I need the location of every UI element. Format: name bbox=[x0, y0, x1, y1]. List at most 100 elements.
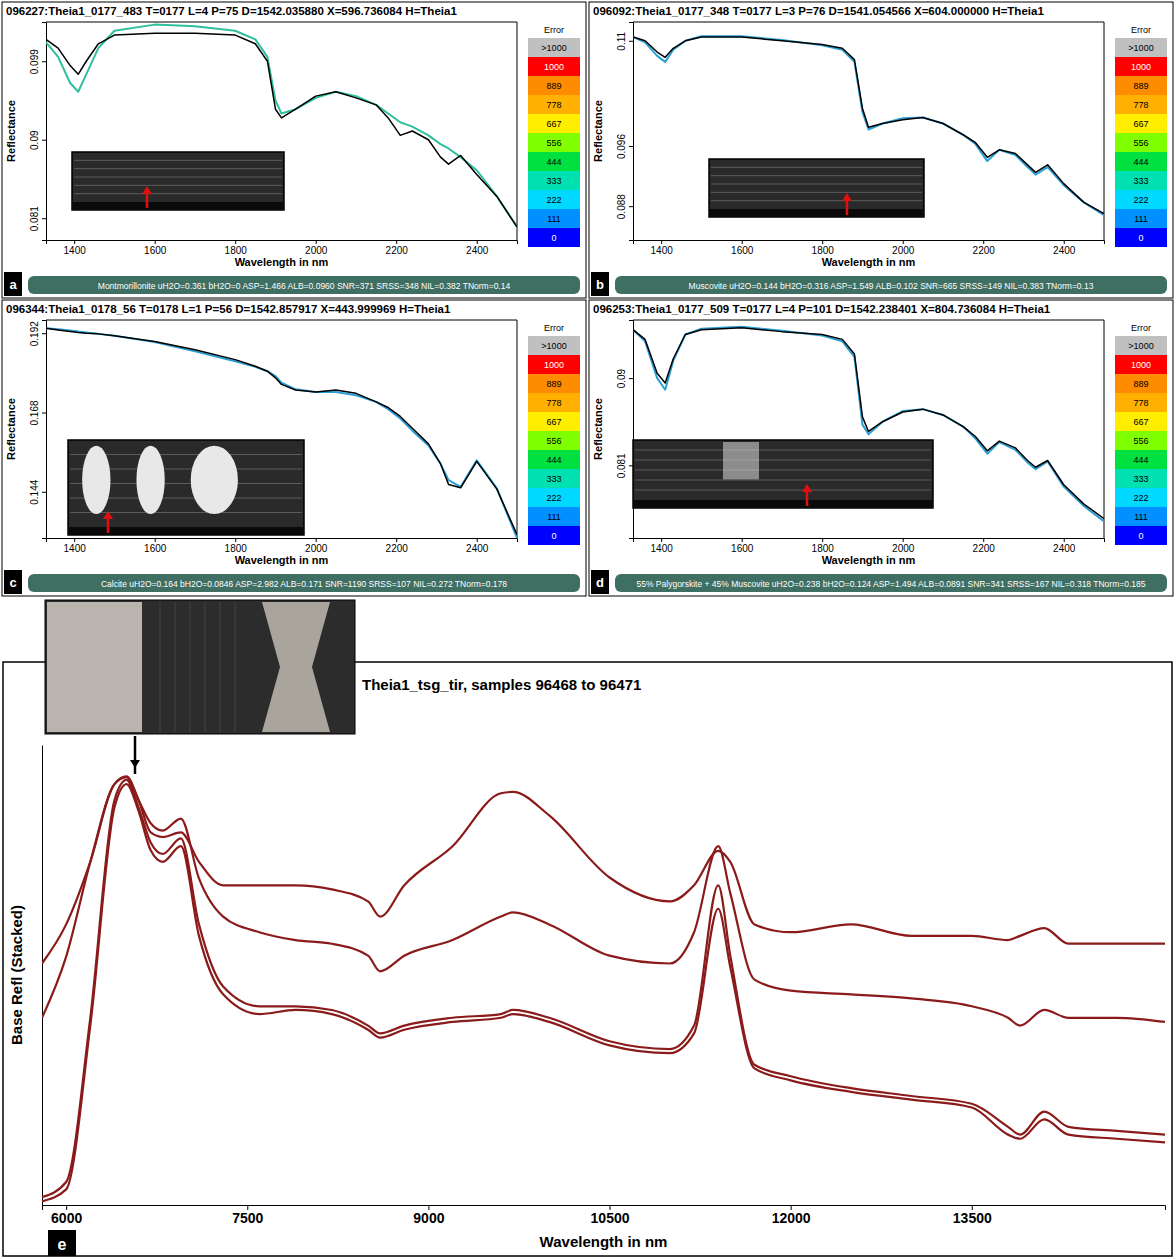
x-tick-label: 1800 bbox=[812, 543, 835, 554]
y-axis bbox=[42, 746, 43, 1206]
x-tick-mark bbox=[155, 240, 156, 244]
error-scale-swatch bbox=[1115, 393, 1167, 412]
plot-frame-right bbox=[517, 320, 518, 538]
error-scale-label: 444 bbox=[546, 157, 561, 167]
error-scale-swatch bbox=[1115, 507, 1167, 526]
core-clast bbox=[136, 446, 164, 514]
spectrum-line bbox=[42, 780, 1165, 1197]
panel-letter-box bbox=[4, 272, 22, 296]
error-scale-title: Error bbox=[1131, 25, 1151, 35]
error-scale-swatch bbox=[528, 507, 580, 526]
x-tick: 2200 bbox=[386, 538, 409, 554]
x-tick-label: 1400 bbox=[651, 543, 674, 554]
y-tick-label: 0.09 bbox=[616, 368, 627, 388]
error-scale-swatch bbox=[528, 374, 580, 393]
core-image bbox=[68, 440, 304, 535]
panel: 1400160018002000220024000.1440.1680.1920… bbox=[2, 300, 586, 596]
error-scale-swatch bbox=[528, 488, 580, 507]
error-scale-label: >1000 bbox=[541, 43, 566, 53]
error-scale-swatch bbox=[1115, 526, 1167, 545]
y-tick-mark bbox=[42, 140, 46, 141]
error-scale-swatch bbox=[1115, 95, 1167, 114]
error-scale-swatch bbox=[1115, 412, 1167, 431]
x-tick-mark bbox=[235, 240, 236, 244]
arrow-shaft bbox=[107, 517, 110, 533]
x-tick-mark bbox=[742, 240, 743, 244]
y-tick-mark bbox=[629, 378, 633, 379]
y-tick-label: 0.11 bbox=[616, 32, 627, 51]
y-tick: 0.09 bbox=[616, 368, 633, 388]
x-tick-mark bbox=[235, 538, 236, 542]
error-scale-swatch bbox=[528, 95, 580, 114]
error-scale-label: 333 bbox=[546, 176, 561, 186]
x-tick-label: 1600 bbox=[731, 245, 754, 256]
error-scale-swatch bbox=[528, 228, 580, 247]
error-scale-swatch bbox=[1115, 450, 1167, 469]
x-tick-label: 2400 bbox=[466, 245, 489, 256]
y-tick: 0.099 bbox=[29, 49, 46, 74]
x-tick-label: 1400 bbox=[64, 543, 87, 554]
y-tick: 0.096 bbox=[616, 134, 633, 159]
panel: 1400160018002000220024000.0810.090.09909… bbox=[2, 2, 586, 298]
x-tick: 12000 bbox=[772, 1205, 811, 1226]
y-tick-mark bbox=[629, 206, 633, 207]
x-tick: 6000 bbox=[51, 1205, 82, 1226]
x-tick-mark bbox=[822, 240, 823, 244]
y-tick: 0.168 bbox=[29, 400, 46, 425]
core-image bbox=[633, 440, 933, 508]
error-scale-label: 889 bbox=[546, 81, 561, 91]
y-tick-label: 0.099 bbox=[29, 49, 40, 74]
plot-frame-top bbox=[46, 22, 517, 23]
y-axis: 0.0810.09 bbox=[616, 321, 634, 539]
error-scale-swatch bbox=[528, 355, 580, 374]
plot-area bbox=[46, 328, 517, 538]
error-scale-title: Error bbox=[544, 323, 564, 333]
x-tick: 7500 bbox=[232, 1205, 263, 1226]
core-streak bbox=[635, 450, 931, 451]
x-tick-label: 7500 bbox=[232, 1210, 263, 1226]
plot-frame-right bbox=[1104, 22, 1105, 240]
error-scale-swatch bbox=[1115, 488, 1167, 507]
x-axis: 140016001800200022002400 bbox=[634, 538, 1105, 554]
core-image bbox=[72, 152, 284, 210]
x-tick: 2200 bbox=[386, 240, 409, 256]
core-streak bbox=[160, 602, 161, 732]
core-streak bbox=[220, 602, 221, 732]
footer-text: Calcite uH2O=0.164 bH2O=0.0846 ASP=2.982… bbox=[101, 579, 507, 589]
error-scale-label: 444 bbox=[546, 455, 561, 465]
error-scale-label: 111 bbox=[547, 512, 561, 522]
x-tick-label: 2000 bbox=[305, 543, 328, 554]
core-streak bbox=[74, 177, 282, 178]
y-tick-mark bbox=[42, 492, 46, 493]
error-scale-label: 111 bbox=[1134, 214, 1148, 224]
error-scale-swatch bbox=[528, 450, 580, 469]
error-scale-label: 111 bbox=[547, 214, 561, 224]
y-tick: 0.081 bbox=[29, 206, 46, 231]
arrow-shaft bbox=[846, 199, 849, 215]
panel-letter: c bbox=[9, 575, 16, 590]
plot-frame-top bbox=[46, 320, 517, 321]
error-scale-swatch bbox=[1115, 336, 1167, 355]
core-image-frame bbox=[72, 152, 284, 210]
arrow-head bbox=[130, 760, 140, 768]
core-image bbox=[45, 600, 355, 774]
error-scale-title: Error bbox=[544, 25, 564, 35]
x-tick: 1400 bbox=[651, 240, 674, 256]
x-tick: 2400 bbox=[1053, 538, 1076, 554]
error-scale-label: 0 bbox=[551, 531, 556, 541]
panel: 1400160018002000220024000.0810.09096253:… bbox=[589, 300, 1173, 596]
x-tick: 1800 bbox=[812, 240, 835, 256]
x-tick-label: 13500 bbox=[953, 1210, 992, 1226]
error-scale-label: 667 bbox=[546, 119, 561, 129]
core-image-frame bbox=[68, 440, 304, 535]
core-streak bbox=[74, 185, 282, 186]
error-scale-label: 444 bbox=[1133, 455, 1148, 465]
x-axis-line bbox=[47, 241, 518, 245]
panel-letter: d bbox=[596, 575, 604, 590]
x-tick-label: 1600 bbox=[731, 543, 754, 554]
x-tick: 1800 bbox=[225, 240, 248, 256]
error-scale-swatch bbox=[528, 171, 580, 190]
y-axis: 0.0810.090.099 bbox=[29, 23, 47, 241]
y-tick-mark bbox=[42, 61, 46, 62]
core-streak bbox=[711, 192, 922, 193]
